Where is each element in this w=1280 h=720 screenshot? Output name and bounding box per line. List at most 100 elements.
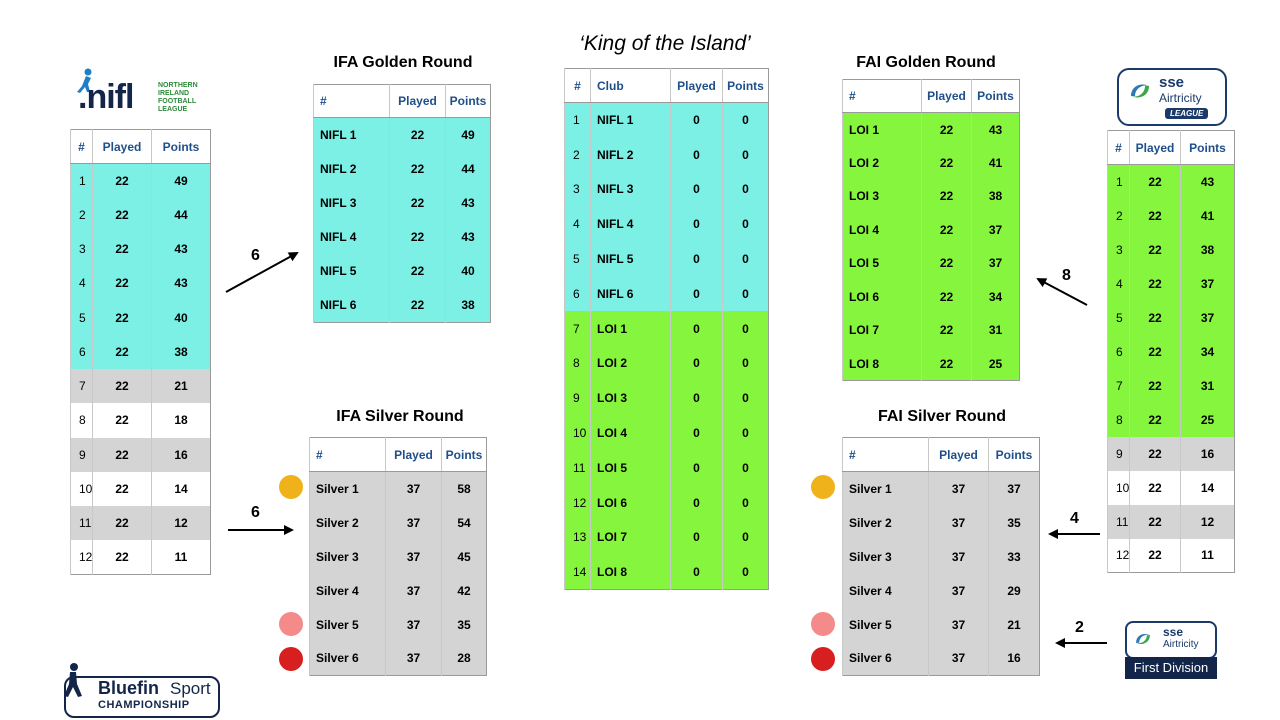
rank-cell: 12	[564, 485, 591, 521]
table-row: Silver 6 37 16	[842, 641, 1040, 676]
points-cell: 49	[445, 117, 491, 152]
points-cell: 25	[971, 347, 1020, 381]
club-cell: Silver 2	[309, 505, 386, 540]
points-cell: 0	[722, 172, 769, 207]
points-cell: 54	[441, 505, 487, 540]
club-cell: NIFL 2	[590, 137, 671, 173]
table-row: 10 22 14	[1107, 470, 1235, 505]
points-cell: 58	[441, 471, 487, 506]
club-cell: LOI 1	[842, 112, 922, 146]
club-cell: Silver 6	[309, 641, 386, 676]
table-row: 7 22 31	[1107, 368, 1235, 403]
points-cell: 38	[1180, 232, 1235, 267]
sse-brand: sse	[1163, 625, 1184, 639]
pink-dot	[811, 612, 835, 636]
club-cell: NIFL 5	[590, 241, 671, 277]
played-cell: 22	[92, 437, 152, 472]
played-cell: 22	[92, 334, 152, 369]
club-cell: LOI 6	[590, 485, 671, 521]
rank-cell: 1	[564, 102, 591, 138]
points-cell: 44	[445, 151, 491, 186]
played-cell: 22	[92, 369, 152, 404]
rank-cell: 1	[1107, 164, 1130, 199]
nifl-sub-line: LEAGUE	[158, 106, 188, 113]
club-cell: LOI 5	[590, 450, 671, 486]
club-cell: Silver 3	[842, 539, 929, 574]
played-cell: 22	[1129, 470, 1181, 505]
club-cell: NIFL 6	[590, 276, 671, 312]
gold-dot	[811, 475, 835, 499]
table-row: 2 22 41	[1107, 198, 1235, 233]
club-cell: LOI 4	[590, 415, 671, 451]
played-cell: 22	[92, 471, 152, 506]
table-row: 4 22 43	[70, 266, 211, 301]
club-cell: LOI 7	[842, 313, 922, 347]
table-row: 3 22 43	[70, 232, 211, 267]
played-cell: 22	[1129, 300, 1181, 335]
points-cell: 14	[1180, 470, 1235, 505]
club-cell: Silver 3	[309, 539, 386, 574]
table-row: Silver 2 37 54	[309, 505, 487, 540]
col-header: Played	[389, 84, 446, 118]
club-cell: Silver 6	[842, 641, 929, 676]
league-label: LEAGUE	[1165, 108, 1209, 119]
points-cell: 0	[722, 206, 769, 242]
rank-cell: 3	[1107, 232, 1130, 267]
points-cell: 43	[971, 112, 1020, 146]
table-row: Silver 4 37 29	[842, 573, 1040, 608]
played-cell: 22	[1129, 538, 1181, 573]
played-cell: 37	[928, 641, 989, 676]
airtricity-name: Airtricity	[1159, 91, 1202, 105]
table-row: 3 22 38	[1107, 232, 1235, 267]
played-cell: 22	[1129, 368, 1181, 403]
gold-dot	[279, 475, 303, 499]
table-row: NIFL 6 22 38	[313, 288, 491, 323]
club-cell: LOI 2	[842, 146, 922, 180]
table-row: LOI 1 22 43	[842, 112, 1020, 146]
points-cell: 0	[722, 380, 769, 416]
played-cell: 22	[921, 213, 972, 247]
arrow-nifl-to-ifa-golden	[225, 252, 299, 293]
points-cell: 21	[151, 369, 211, 404]
points-cell: 16	[151, 437, 211, 472]
played-cell: 22	[389, 254, 446, 289]
played-cell: 0	[670, 172, 723, 207]
col-header: Points	[722, 68, 769, 103]
table-row: NIFL 2 22 44	[313, 151, 491, 186]
points-cell: 45	[441, 539, 487, 574]
col-header: Played	[92, 129, 152, 164]
table-row: 6 22 34	[1107, 334, 1235, 369]
points-cell: 0	[722, 102, 769, 138]
club-cell: NIFL 1	[313, 117, 390, 152]
played-cell: 0	[670, 450, 723, 486]
points-cell: 37	[971, 246, 1020, 280]
points-cell: 14	[151, 471, 211, 506]
nifl-logo-subtext: NORTHERN IRELAND FOOTBALL LEAGUE	[158, 82, 214, 114]
col-header: Club	[590, 68, 671, 103]
played-cell: 22	[1129, 334, 1181, 369]
sse-airtricity-league-logo: sse Airtricity LEAGUE	[1117, 68, 1227, 126]
points-cell: 0	[722, 554, 769, 590]
points-cell: 18	[151, 403, 211, 438]
club-cell: LOI 8	[842, 347, 922, 381]
points-cell: 42	[441, 573, 487, 608]
played-cell: 22	[92, 232, 152, 267]
points-cell: 35	[988, 505, 1040, 540]
rank-cell: 13	[564, 520, 591, 555]
table-row: Silver 1 37 58	[309, 471, 487, 506]
club-cell: LOI 4	[842, 213, 922, 247]
sse-swirl-icon	[1136, 633, 1150, 645]
rank-cell: 8	[70, 403, 93, 438]
played-cell: 22	[92, 540, 152, 575]
club-cell: NIFL 3	[313, 185, 390, 221]
loi-league-table: # Played Points 1 22 43 2 22 41 3 22 38 4 22 37 5 22 3…	[1107, 130, 1235, 573]
nifl-logo-text: .nifl	[78, 78, 134, 116]
table-row: 9 22 16	[1107, 436, 1235, 471]
played-cell: 37	[928, 505, 989, 540]
club-cell: LOI 2	[590, 346, 671, 381]
